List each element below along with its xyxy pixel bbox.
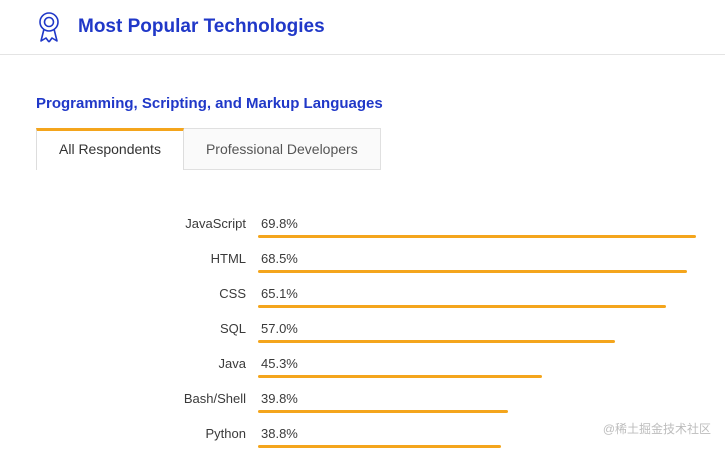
bar-value: 65.1% xyxy=(261,286,298,301)
bar-value: 68.5% xyxy=(261,251,298,266)
chart-row: CSS 65.1% xyxy=(0,286,725,308)
bar-label: HTML xyxy=(210,251,246,266)
bar xyxy=(258,305,667,308)
bar-value: 38.8% xyxy=(261,426,298,441)
bar xyxy=(258,445,502,448)
bar xyxy=(258,235,696,238)
bar-label: JavaScript xyxy=(185,216,246,231)
bar-label: Bash/Shell xyxy=(183,391,246,406)
bar xyxy=(258,270,688,273)
bar-value: 57.0% xyxy=(261,321,298,336)
watermark: @稀土掘金技术社区 xyxy=(602,422,711,436)
chart-row: HTML 68.5% xyxy=(0,251,725,273)
page-header: Most Popular Technologies xyxy=(0,0,725,55)
bar-value: 39.8% xyxy=(261,391,298,406)
bar-label: SQL xyxy=(219,321,246,336)
bar xyxy=(258,410,508,413)
bar-area: 65.1% xyxy=(258,286,725,308)
tabs: All Respondents Professional Developers xyxy=(36,128,725,170)
bar xyxy=(258,340,616,343)
bar-area: 68.5% xyxy=(258,251,725,273)
bar-label: Java xyxy=(218,356,246,371)
bar-area: 69.8% xyxy=(258,216,725,238)
section-heading: Programming, Scripting, and Markup Langu… xyxy=(36,95,383,112)
chart-row: JavaScript 69.8% xyxy=(0,216,725,238)
chart-row: SQL 57.0% xyxy=(0,321,725,343)
tab-professional-developers[interactable]: Professional Developers xyxy=(183,128,381,170)
chart-row: Bash/Shell 39.8% xyxy=(0,391,725,413)
chart: JavaScript 69.8% HTML 68.5% CSS 65.1% SQL 57.0%… xyxy=(0,216,725,448)
bar-area: 38.8% xyxy=(258,426,725,448)
bar-area: 57.0% xyxy=(258,321,725,343)
bar-label: Python xyxy=(205,426,246,441)
page-title: Most Popular Technologies xyxy=(78,16,325,37)
chart-row: Python 38.8% xyxy=(0,426,725,448)
bar xyxy=(258,375,543,378)
bar-value: 69.8% xyxy=(261,216,298,231)
award-ribbon-icon xyxy=(36,11,62,43)
bar-value: 45.3% xyxy=(261,356,298,371)
tab-all-respondents[interactable]: All Respondents xyxy=(36,128,184,170)
bar-label: CSS xyxy=(219,286,246,301)
bar-area: 45.3% xyxy=(258,356,725,378)
chart-row: Java 45.3% xyxy=(0,356,725,378)
bar-area: 39.8% xyxy=(258,391,725,413)
